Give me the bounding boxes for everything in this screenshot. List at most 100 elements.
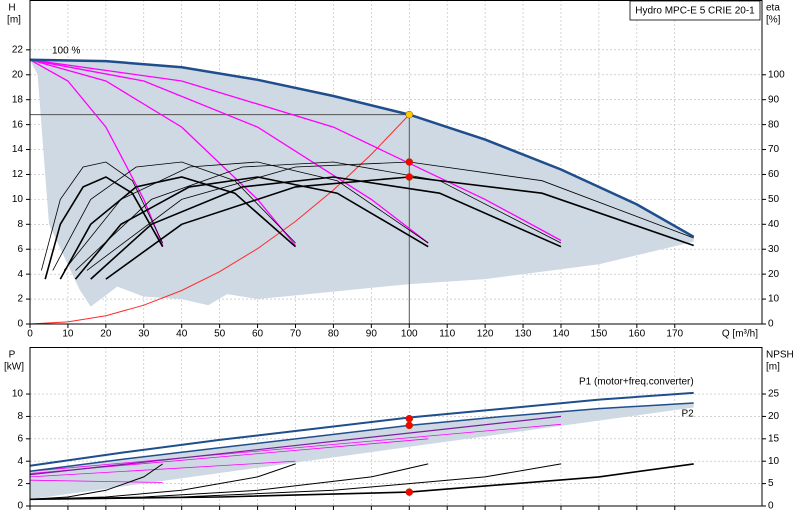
- y2-tick-label: 10: [768, 456, 780, 467]
- y-tick-label: 6: [17, 244, 23, 255]
- curve: [90, 176, 562, 280]
- marker: [405, 421, 414, 430]
- x-tick-label: 130: [515, 329, 532, 340]
- y2-tick-label: 5: [768, 478, 774, 489]
- x-tick-label: 100: [401, 329, 418, 340]
- marker: [405, 158, 414, 166]
- series-label: P1 (motor+freq.converter): [579, 377, 694, 388]
- y-axis-label: H: [8, 3, 15, 14]
- x-tick-label: 80: [328, 329, 340, 340]
- marker: [405, 173, 414, 181]
- y-tick-label: 0: [17, 319, 23, 330]
- x-tick-label: 0: [27, 329, 33, 340]
- series-layer: [29, 391, 694, 501]
- area: [30, 59, 694, 307]
- y-tick-label: 0: [17, 501, 23, 512]
- curve: [86, 161, 694, 271]
- y2-tick-label: 20: [768, 411, 780, 422]
- y-tick-label: 2: [17, 478, 23, 489]
- plot-frame: [29, 0, 763, 325]
- y2-tick-label: 15: [768, 433, 780, 444]
- y-tick-label: 12: [12, 169, 24, 180]
- x-tick-label: 40: [176, 329, 188, 340]
- y2-tick-label: 50: [768, 194, 780, 205]
- y2-tick-label: 80: [768, 119, 780, 130]
- y2-tick-label: 60: [768, 169, 780, 180]
- y-tick-label: 10: [12, 194, 24, 205]
- marker: [405, 414, 414, 423]
- y-tick-label: 6: [17, 433, 23, 444]
- curve: [105, 176, 694, 280]
- chart-title: Hydro MPC-E 5 CRIE 20-1: [635, 6, 755, 17]
- y-tick-label: 4: [17, 269, 23, 280]
- x-tick-label: 70: [290, 329, 302, 340]
- x-tick-label: 50: [214, 329, 226, 340]
- x-axis-label: Q [m³/h]: [722, 329, 758, 340]
- curve: [29, 59, 164, 246]
- y2-tick-label: 0: [768, 319, 774, 330]
- curve: [29, 58, 695, 238]
- curve: [29, 59, 429, 244]
- curve: [29, 423, 562, 472]
- y-tick-label: 4: [17, 456, 23, 467]
- y-axis-unit: [m]: [7, 15, 21, 26]
- y-tick-label: 8: [17, 411, 23, 422]
- curve: [29, 402, 694, 473]
- x-tick-label: 10: [62, 329, 74, 340]
- y-axis-unit: [kW]: [4, 362, 24, 373]
- curve: [41, 161, 164, 271]
- x-tick-label: 160: [628, 329, 645, 340]
- marker: [405, 488, 414, 496]
- x-tick-label: 110: [439, 329, 455, 340]
- x-tick-label: 150: [591, 329, 608, 340]
- x-tick-label: 90: [366, 329, 378, 340]
- y2-axis-label: eta: [766, 3, 780, 14]
- y-tick-label: 22: [12, 44, 24, 55]
- y2-tick-label: 0: [768, 501, 774, 512]
- marker: [405, 110, 414, 119]
- curve: [59, 176, 297, 280]
- x-tick-label: 140: [553, 329, 570, 340]
- y2-tick-label: 90: [768, 94, 780, 105]
- y2-axis-unit: [%]: [766, 15, 781, 26]
- x-tick-label: 30: [138, 329, 150, 340]
- x-tick-label: 120: [477, 329, 494, 340]
- plot-frame: [29, 347, 763, 507]
- y-tick-label: 14: [12, 144, 24, 155]
- title-box: [629, 0, 761, 21]
- x-tick-label: 170: [666, 329, 683, 340]
- grid: [29, 347, 762, 507]
- curve: [29, 59, 562, 242]
- y2-tick-label: 40: [768, 219, 780, 230]
- series-layer: [29, 58, 695, 325]
- curve: [29, 391, 694, 467]
- y2-axis-unit: [m]: [766, 362, 780, 373]
- x-tick-label: 60: [252, 329, 264, 340]
- series-label: P2: [681, 409, 694, 420]
- y-axis-label: P: [9, 350, 16, 361]
- curve: [52, 161, 296, 271]
- series-label: 100 %: [52, 45, 80, 56]
- y-tick-label: 8: [17, 219, 23, 230]
- curve: [29, 59, 297, 246]
- curve: [44, 176, 164, 280]
- curve: [29, 460, 296, 478]
- curve: [63, 161, 429, 271]
- y2-tick-label: 30: [768, 244, 780, 255]
- curve: [74, 176, 429, 280]
- y2-tick-label: 25: [768, 389, 780, 400]
- y-tick-label: 2: [17, 294, 23, 305]
- curve: [75, 161, 562, 271]
- y2-tick-label: 100: [768, 69, 785, 80]
- y-tick-label: 20: [12, 69, 24, 80]
- y-tick-label: 18: [12, 94, 24, 105]
- curve: [29, 479, 163, 483]
- curve: [29, 463, 296, 500]
- y-tick-label: 10: [12, 389, 24, 400]
- y2-tick-label: 10: [768, 294, 780, 305]
- curve: [29, 415, 562, 476]
- curve: [29, 463, 163, 500]
- y-tick-label: 16: [12, 119, 24, 130]
- y2-axis-label: NPSH: [766, 350, 794, 361]
